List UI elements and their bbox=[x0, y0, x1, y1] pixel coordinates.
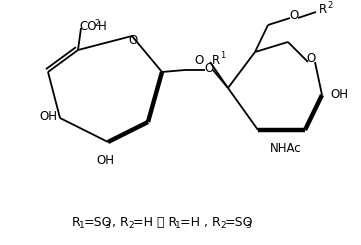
Text: O: O bbox=[129, 35, 138, 48]
Text: R: R bbox=[212, 53, 220, 66]
Text: 2: 2 bbox=[94, 20, 99, 28]
Text: O: O bbox=[195, 53, 204, 66]
Text: 1: 1 bbox=[175, 220, 181, 230]
Text: OH: OH bbox=[39, 110, 57, 122]
Text: 2: 2 bbox=[128, 220, 134, 230]
Text: 1: 1 bbox=[79, 220, 85, 230]
Text: NHAc: NHAc bbox=[270, 142, 302, 155]
Text: R: R bbox=[72, 216, 81, 229]
Text: 2: 2 bbox=[327, 1, 332, 11]
Text: CO: CO bbox=[79, 21, 96, 34]
Text: 2: 2 bbox=[220, 220, 226, 230]
Text: OH: OH bbox=[96, 154, 114, 167]
Text: R: R bbox=[319, 3, 327, 16]
Text: O: O bbox=[290, 10, 299, 23]
Text: =SO: =SO bbox=[225, 216, 253, 229]
Text: 3: 3 bbox=[245, 220, 251, 230]
Text: H: H bbox=[98, 21, 107, 34]
Text: 1: 1 bbox=[220, 51, 225, 61]
Text: 3: 3 bbox=[104, 220, 110, 230]
Text: =H , R: =H , R bbox=[180, 216, 221, 229]
Text: =H 或 R: =H 或 R bbox=[133, 216, 177, 229]
Text: OH: OH bbox=[330, 87, 348, 100]
Text: =SO: =SO bbox=[84, 216, 113, 229]
Text: O: O bbox=[306, 52, 316, 65]
Text: , R: , R bbox=[108, 216, 129, 229]
Text: O: O bbox=[204, 62, 214, 75]
